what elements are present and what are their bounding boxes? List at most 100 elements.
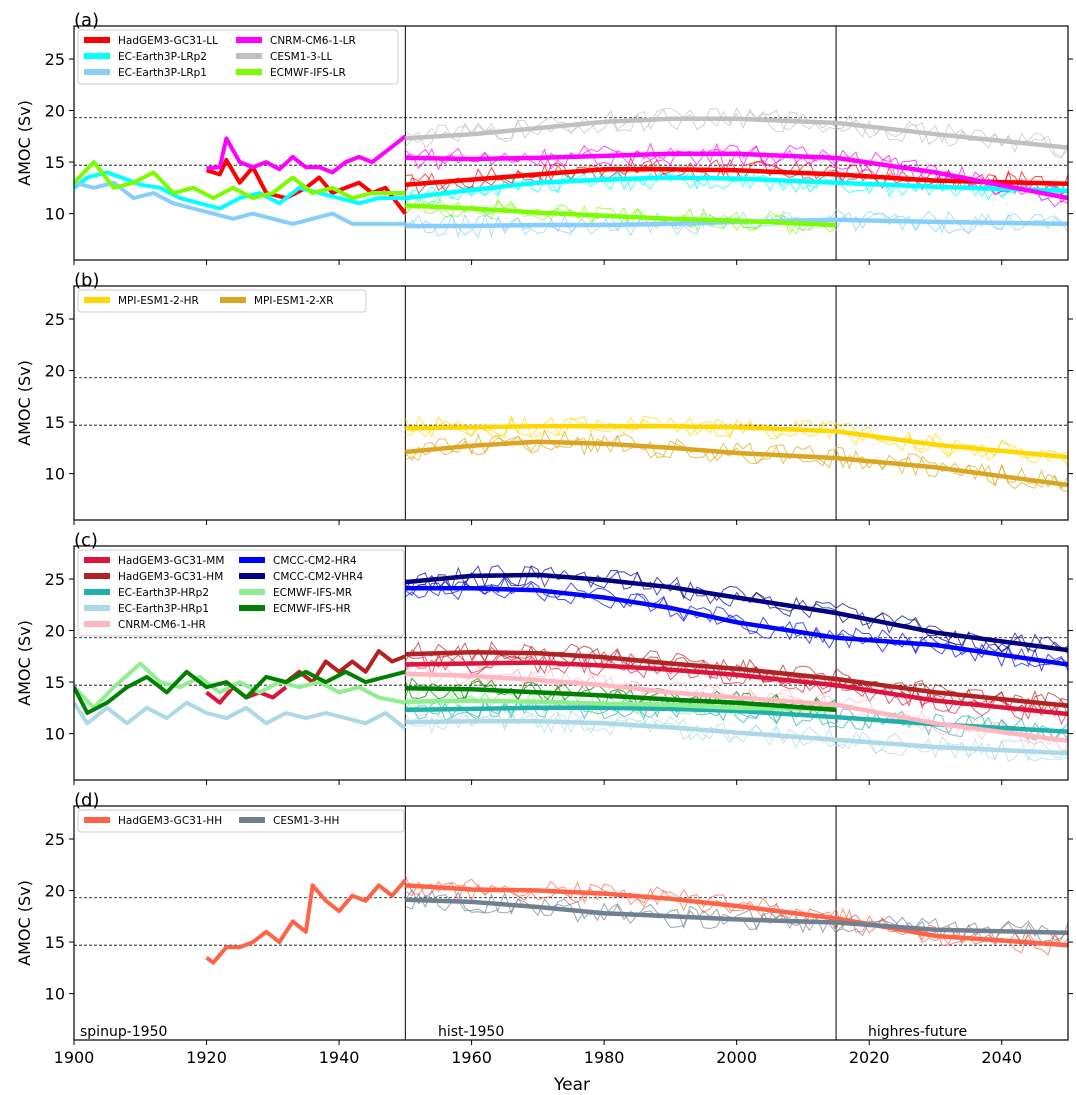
y-tick-label: 10 [45, 205, 65, 224]
legend: HadGEM3-GC31-HH CESM1-3-HH [77, 809, 405, 833]
y-tick-label: 15 [45, 413, 65, 432]
y-tick-label: 10 [45, 985, 65, 1004]
series-lines [74, 107, 1068, 239]
legend-label: MPI-ESM1-2-HR [118, 295, 199, 307]
legend-label: HadGEM3-GC31-LL [118, 35, 218, 47]
legend-label: CESM1-3-LL [270, 51, 332, 63]
spinup-line-EC-Earth3P-HRp1 [74, 700, 407, 731]
smooth-line-ECMWF-IFS-HR [405, 686, 837, 713]
series-lines [404, 414, 1068, 493]
x-tick-label: 1940 [319, 1048, 360, 1067]
smooth-line-ECMWF-IFS-MR [405, 698, 837, 712]
legend: HadGEM3-GC31-LL EC-Earth3P-LRp2 EC-Earth3P… [77, 29, 399, 85]
spinup-line-HadGEM3-GC31-HM [284, 649, 407, 685]
legend-label: EC-Earth3P-LRp2 [118, 51, 207, 63]
spinup-line-ECMWF-IFS-MR [74, 661, 406, 710]
smooth-line-CNRM-CM6-1-HR [405, 671, 1068, 744]
panel-frame [73, 25, 1069, 261]
legend-label: EC-Earth3P-LRp1 [118, 67, 207, 79]
spinup-line-ECMWF-IFS-LR [74, 160, 406, 201]
smooth-line-EC-Earth3P-LRp2 [405, 175, 1068, 201]
x-tick-label: 1900 [54, 1048, 95, 1067]
smooth-line-CMCC-CM2-VHR4 [405, 572, 1068, 653]
panel-label: (c) [74, 530, 98, 551]
panel-frame [73, 545, 1069, 781]
legend-label: HadGEM3-GC31-HH [118, 815, 222, 827]
panel-frame [73, 285, 1069, 521]
smooth-line-MPI-ESM1-2-HR [405, 423, 1068, 460]
legend-label: CMCC-CM2-VHR4 [273, 571, 363, 583]
smooth-line-CESM1-3-LL [405, 116, 1068, 150]
y-tick-label: 25 [45, 310, 65, 329]
spinup-line-ECMWF-IFS-HR [74, 669, 406, 715]
annual-line-EC-Earth3P-HRp1 [404, 710, 1068, 762]
annual-line-MPI-ESM1-2-XR [404, 431, 1068, 490]
panel-frame [73, 805, 1069, 1041]
smooth-line-CMCC-CM2-HR4 [405, 586, 1068, 667]
panel-label: (a) [74, 10, 99, 31]
chart-panels: 10 15 20 25 AMOC (Sv) (a) HadGEM3-GC31-LL EC-Ea… [15, 10, 1073, 1045]
smooth-line-CNRM-CM6-1-LR [405, 151, 1068, 201]
x-tick-label: 1980 [584, 1048, 625, 1067]
panel-label: (d) [74, 790, 99, 811]
y-tick-label: 25 [45, 570, 65, 589]
annual-line-MPI-ESM1-2-HR [405, 414, 1068, 464]
y-tick-label: 15 [45, 933, 65, 952]
y-tick-label: 15 [45, 153, 65, 172]
smooth-line-HadGEM3-GC31-HH [405, 883, 1068, 948]
annual-line-CESM1-3-LL [404, 107, 1068, 157]
smooth-line-EC-Earth3P-HRp2 [405, 705, 1068, 734]
y-axis-label: AMOC (Sv) [15, 620, 34, 706]
y-axis-label: AMOC (Sv) [15, 360, 34, 446]
period-label: hist-1950 [438, 1024, 504, 1040]
legend-label: ECMWF-IFS-LR [270, 67, 346, 79]
series-lines [74, 565, 1068, 763]
panel-label: (b) [74, 270, 99, 291]
y-tick-label: 15 [45, 673, 65, 692]
legend-label: HadGEM3-GC31-HM [118, 571, 223, 583]
smooth-line-CESM1-3-HH [405, 897, 1068, 936]
legend-label: EC-Earth3P-HRp2 [118, 587, 209, 599]
x-tick-label: 2000 [716, 1048, 757, 1067]
annual-line-CMCC-CM2-VHR4 [404, 565, 1068, 654]
x-axis: 1900 1920 1940 1960 1980 2000 2020 2040 [54, 1048, 1022, 1067]
annual-line-EC-Earth3P-HRp1 [405, 710, 1068, 763]
x-tick-label: 1960 [451, 1048, 492, 1067]
legend: MPI-ESM1-2-HR MPI-ESM1-2-XR [77, 289, 367, 313]
legend-label: HadGEM3-GC31-MM [118, 555, 224, 567]
smooth-line-HadGEM3-GC31-MM [405, 660, 1068, 717]
smooth-line-ECMWF-IFS-LR [405, 203, 837, 228]
annual-line-MPI-ESM1-2-XR [405, 429, 1068, 493]
series-lines [205, 874, 1068, 965]
y-tick-label: 20 [45, 622, 65, 641]
y-tick-label: 25 [45, 50, 65, 69]
legend: HadGEM3-GC31-MM HadGEM3-GC31-HM EC-Earth3P… [77, 549, 405, 637]
spinup-line-EC-Earth3P-LRp1 [74, 180, 406, 226]
legend-label: CESM1-3-HH [273, 815, 339, 827]
annual-line-CNRM-CM6-1-HR [405, 662, 1068, 751]
legend-label: MPI-ESM1-2-XR [254, 295, 334, 307]
y-tick-label: 20 [45, 362, 65, 381]
annual-line-HadGEM3-GC31-HH [404, 874, 1068, 954]
y-tick-label: 10 [45, 725, 65, 744]
legend-label: EC-Earth3P-HRp1 [118, 603, 209, 615]
legend-label: ECMWF-IFS-HR [273, 603, 351, 615]
x-tick-label: 1920 [186, 1048, 227, 1067]
spinup-line-EC-Earth3P-LRp2 [74, 170, 406, 211]
y-tick-label: 25 [45, 830, 65, 849]
panel-3: 10 15 20 25 AMOC (Sv) (d) HadGEM3-GC31-HH CESM1… [15, 790, 1073, 1045]
y-tick-label: 20 [45, 882, 65, 901]
panel-0: 10 15 20 25 AMOC (Sv) (a) HadGEM3-GC31-LL EC-Ea… [15, 10, 1073, 265]
x-tick-label: 2040 [981, 1048, 1022, 1067]
legend-label: ECMWF-IFS-MR [273, 587, 352, 599]
smooth-line-EC-Earth3P-HRp1 [405, 718, 1068, 756]
y-tick-label: 10 [45, 465, 65, 484]
period-label: highres-future [868, 1024, 967, 1040]
spinup-line-HadGEM3-GC31-HH [205, 878, 407, 965]
x-tick-label: 2020 [849, 1048, 890, 1067]
y-axis-label: AMOC (Sv) [15, 100, 34, 186]
y-tick-label: 20 [45, 102, 65, 121]
